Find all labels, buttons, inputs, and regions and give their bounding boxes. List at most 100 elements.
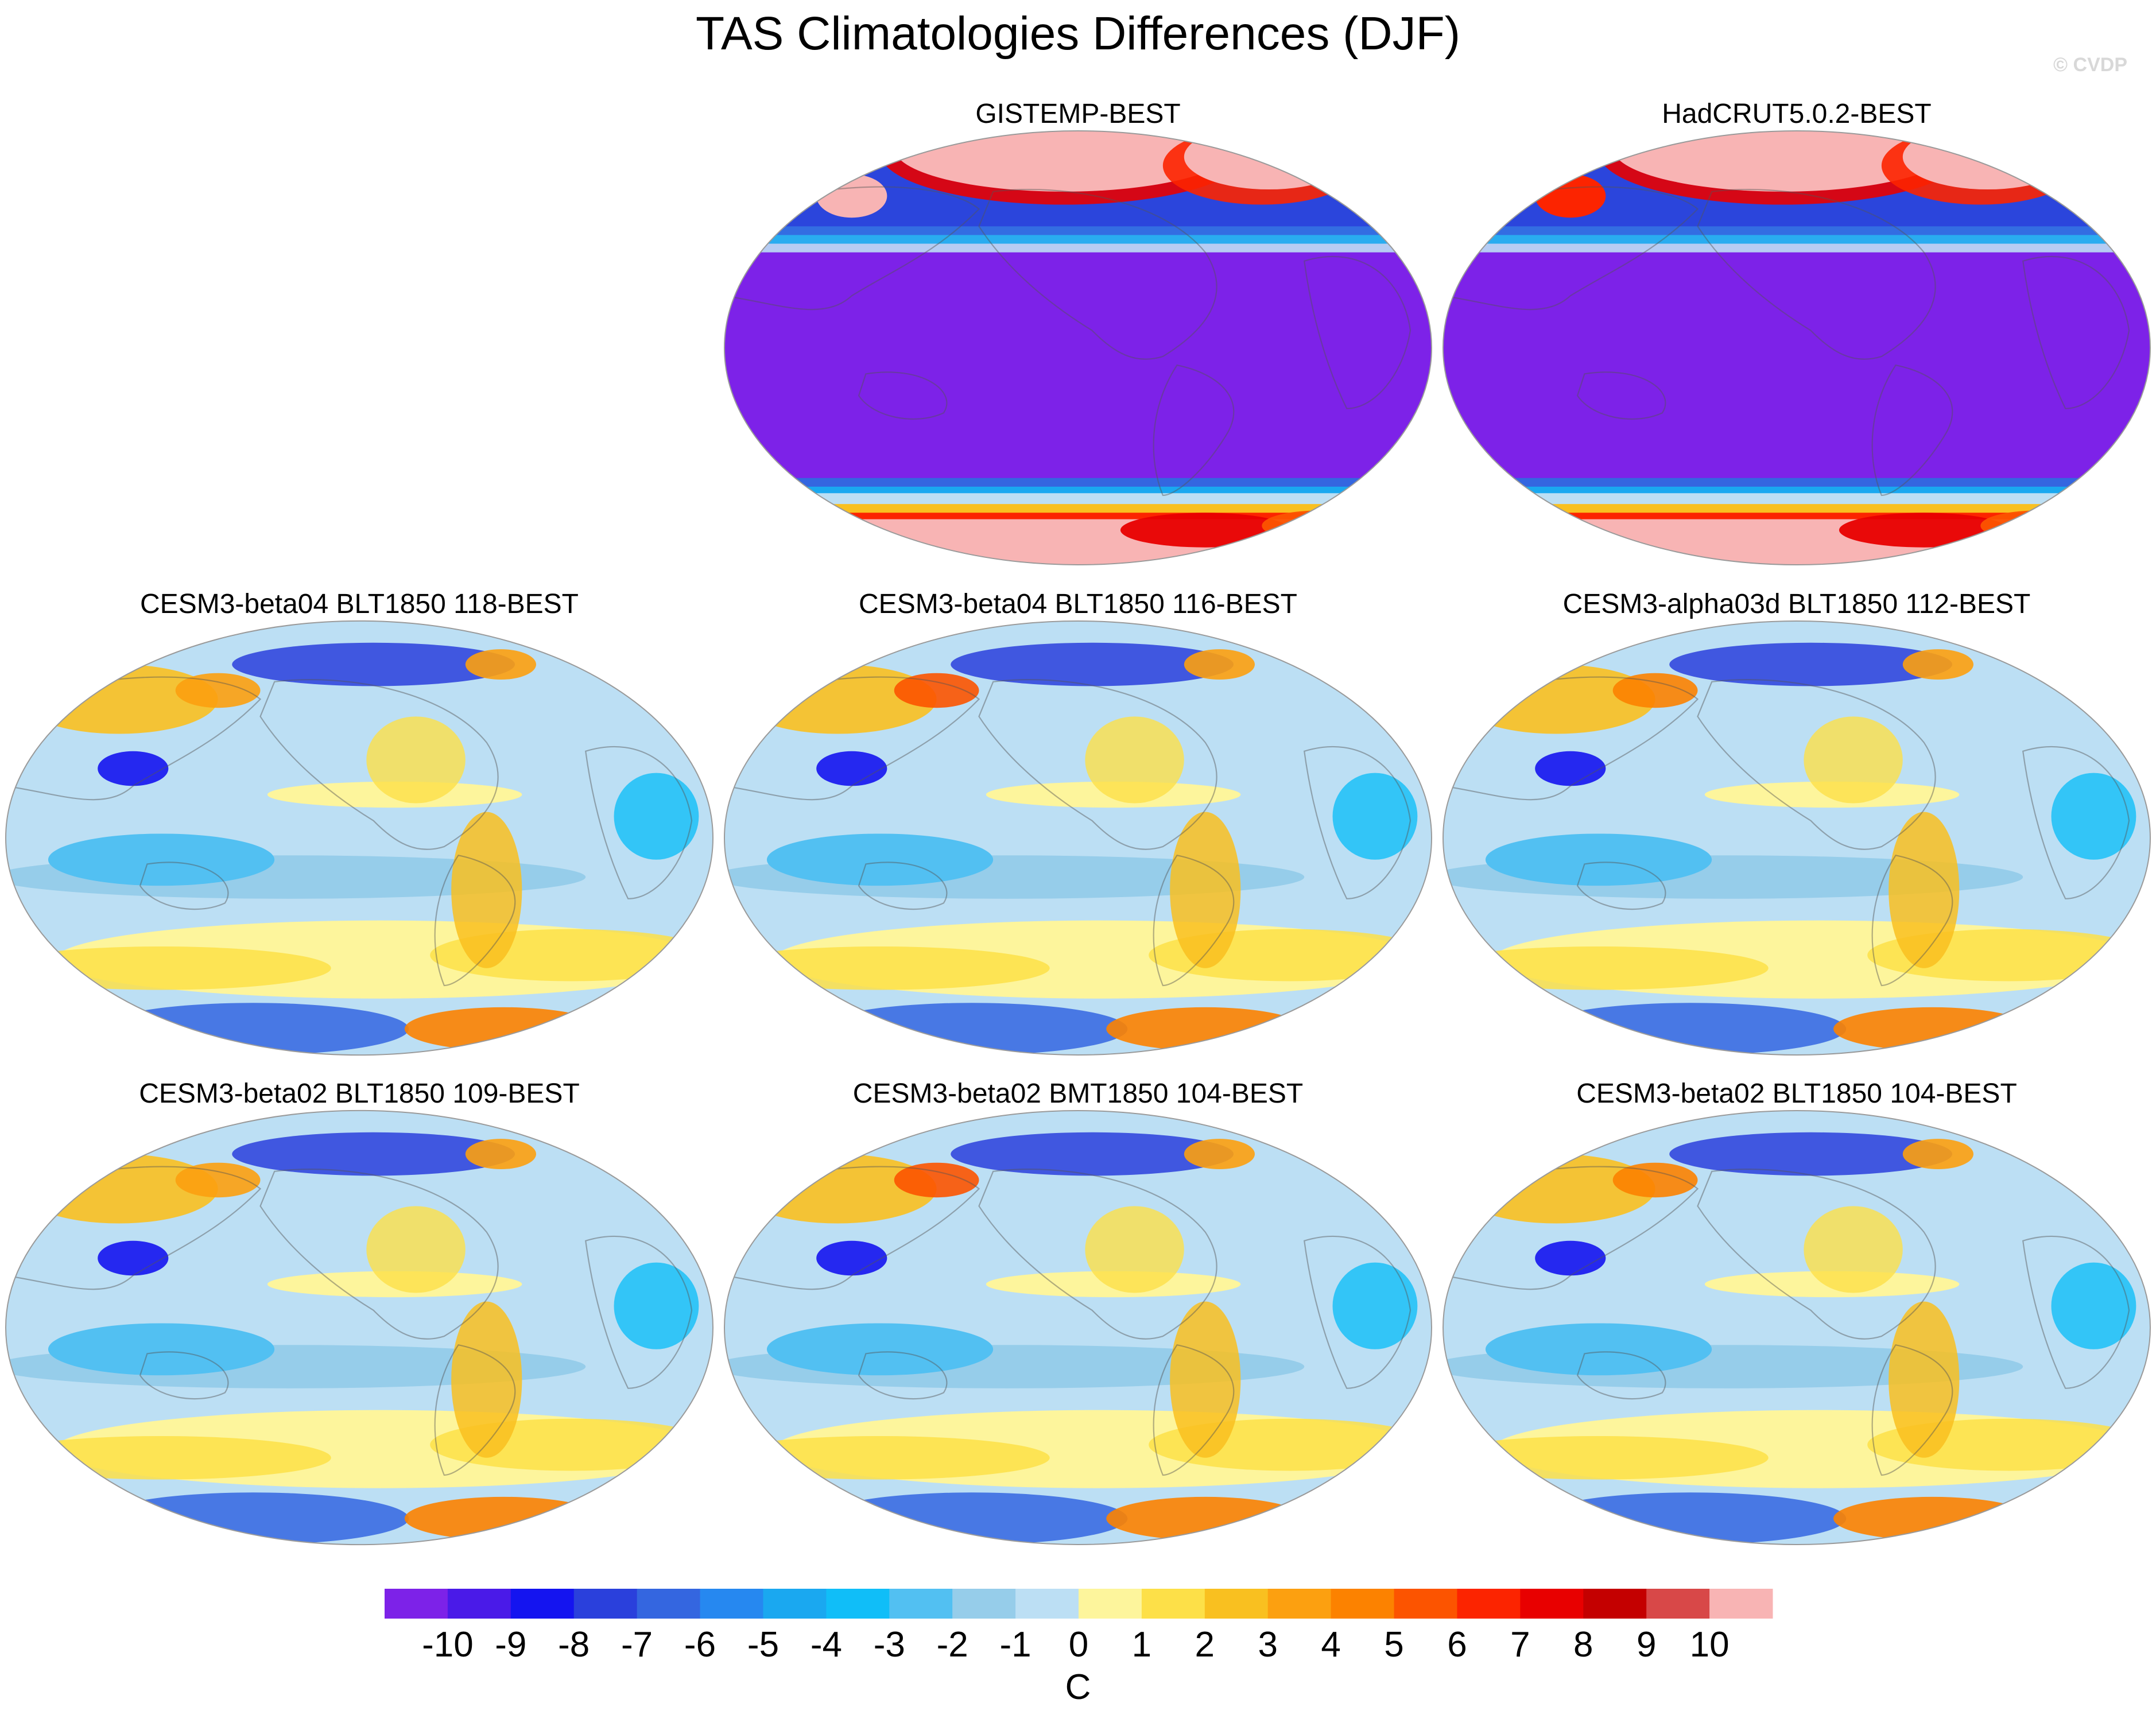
coastline <box>1443 1166 1699 1290</box>
coastline <box>1576 862 1666 910</box>
cool-band <box>48 833 275 886</box>
colorbar-tick-label: 8 <box>1573 1625 1593 1665</box>
pink-land <box>1902 131 2073 190</box>
map-border <box>5 1110 714 1545</box>
cold-patch <box>2051 773 2136 860</box>
panel-title: CESM3-beta02 BMT1850 104-BEST <box>853 1078 1303 1109</box>
colorbar-swatch <box>763 1589 827 1619</box>
cold-patch <box>232 642 515 686</box>
cool-band <box>766 1323 994 1376</box>
panel-title: CESM3-beta02 BLT1850 109-BEST <box>139 1078 580 1109</box>
coastline <box>1153 1344 1235 1476</box>
colorbar-swatch <box>1583 1589 1647 1619</box>
colorbar-swatch <box>1204 1589 1269 1619</box>
map-border <box>723 1110 1433 1545</box>
warm-band <box>5 946 331 990</box>
colorbar-swatch <box>510 1589 575 1619</box>
map-border <box>723 130 1433 565</box>
colorbar-tick-label: 6 <box>1447 1625 1467 1665</box>
cold-patch <box>951 642 1234 686</box>
pink-land <box>1612 131 1953 192</box>
colorbar-tick-label: 10 <box>1690 1625 1730 1665</box>
colorbar-tick-label: -3 <box>874 1625 905 1665</box>
cold-patch <box>614 1262 699 1349</box>
colorbar-tick-label: -4 <box>811 1625 842 1665</box>
warm-patch <box>1612 1162 1698 1198</box>
map-field <box>1443 131 2150 565</box>
colorbar-tick-label: 7 <box>1510 1625 1530 1665</box>
colorbar-swatch <box>1267 1589 1332 1619</box>
cool-band <box>766 833 994 886</box>
warm-patch <box>1804 716 1903 804</box>
coastline <box>434 854 516 987</box>
warm-patch <box>404 1496 603 1541</box>
coastline <box>434 1344 516 1476</box>
map-panel-gistemp: GISTEMP-BEST <box>723 99 1433 565</box>
warm-patch <box>1170 812 1241 968</box>
cold-patch <box>1332 1262 1418 1349</box>
colorbar-swatch <box>1520 1589 1584 1619</box>
colorbar-swatch <box>1646 1589 1710 1619</box>
colorbar-tick-label: 4 <box>1321 1625 1340 1665</box>
warm-patch <box>465 1139 537 1170</box>
colorbar: -10 -9 -8 -7 -6 -5 -4 -3 -2 -1 0 1 2 3 4 5 6 7 8 9 10 C <box>385 1589 1773 1707</box>
warm-patch <box>1902 649 1973 680</box>
pink-land <box>894 131 1234 192</box>
warm-patch <box>175 673 261 708</box>
colorbar-swatch <box>889 1589 953 1619</box>
warm-patch <box>1184 1139 1255 1170</box>
colorbar-tick-label: 3 <box>1258 1625 1277 1665</box>
colorbar-tick-label: -5 <box>747 1625 779 1665</box>
colorbar-swatch <box>826 1589 890 1619</box>
panel-title: HadCRUT5.0.2-BEST <box>1662 99 1931 129</box>
coastline <box>1153 364 1235 496</box>
colorbar-tick-label: -9 <box>495 1625 526 1665</box>
coastline <box>1303 1235 1412 1389</box>
warm-patch <box>1980 510 2094 541</box>
coastline <box>1871 364 1953 496</box>
warm-patch <box>894 673 979 708</box>
cold-patch <box>1669 642 1953 686</box>
panel-title: CESM3-alpha03d BLT1850 112-BEST <box>1563 589 2031 619</box>
coastline <box>5 676 262 801</box>
colorbar-swatch <box>1457 1589 1521 1619</box>
coastline <box>1576 1351 1666 1400</box>
coastline <box>858 371 948 420</box>
coastline <box>5 1166 262 1290</box>
map-panel-beta04-118: CESM3-beta04 BLT1850 118-BEST <box>5 589 714 1056</box>
warm-patch <box>1804 1206 1903 1293</box>
cold-patch <box>98 751 169 786</box>
map-field <box>5 1111 713 1545</box>
coastline <box>2022 255 2130 409</box>
coastline <box>139 862 229 910</box>
cool-band <box>1485 1323 1712 1376</box>
coastline <box>1303 746 1412 899</box>
map-panel-beta04-116: CESM3-beta04 BLT1850 116-BEST <box>723 589 1433 1056</box>
warm-patch <box>451 1301 522 1458</box>
map-border <box>5 620 714 1056</box>
warm-patch <box>1106 1007 1305 1051</box>
colorbar-swatch <box>637 1589 701 1619</box>
warm-patch <box>1170 1301 1241 1458</box>
panel-title: CESM3-beta04 BLT1850 118-BEST <box>140 589 579 619</box>
map-border <box>1442 620 2151 1056</box>
panel-title: CESM3-beta02 BLT1850 104-BEST <box>1576 1078 2017 1109</box>
coastline <box>724 676 980 801</box>
pink-land <box>1184 131 1354 190</box>
coastline <box>584 1235 693 1389</box>
panel-title: CESM3-beta04 BLT1850 116-BEST <box>859 589 1297 619</box>
coastline <box>724 1166 980 1290</box>
colorbar-tick-label: -8 <box>558 1625 590 1665</box>
colorbar-swatch <box>1709 1589 1773 1619</box>
warm-patch <box>1085 716 1184 804</box>
coastline <box>584 746 693 899</box>
coastline <box>1153 854 1235 987</box>
map-field <box>724 1111 1432 1545</box>
colorbar-swatch <box>1141 1589 1205 1619</box>
map-field <box>1443 1111 2150 1545</box>
map-border <box>1442 130 2151 565</box>
chart-title: TAS Climatologies Differences (DJF) <box>696 7 1460 60</box>
cold-patch <box>1669 1132 1953 1176</box>
cold-patch <box>1535 1240 1606 1276</box>
colorbar-swatch <box>1079 1589 1142 1619</box>
